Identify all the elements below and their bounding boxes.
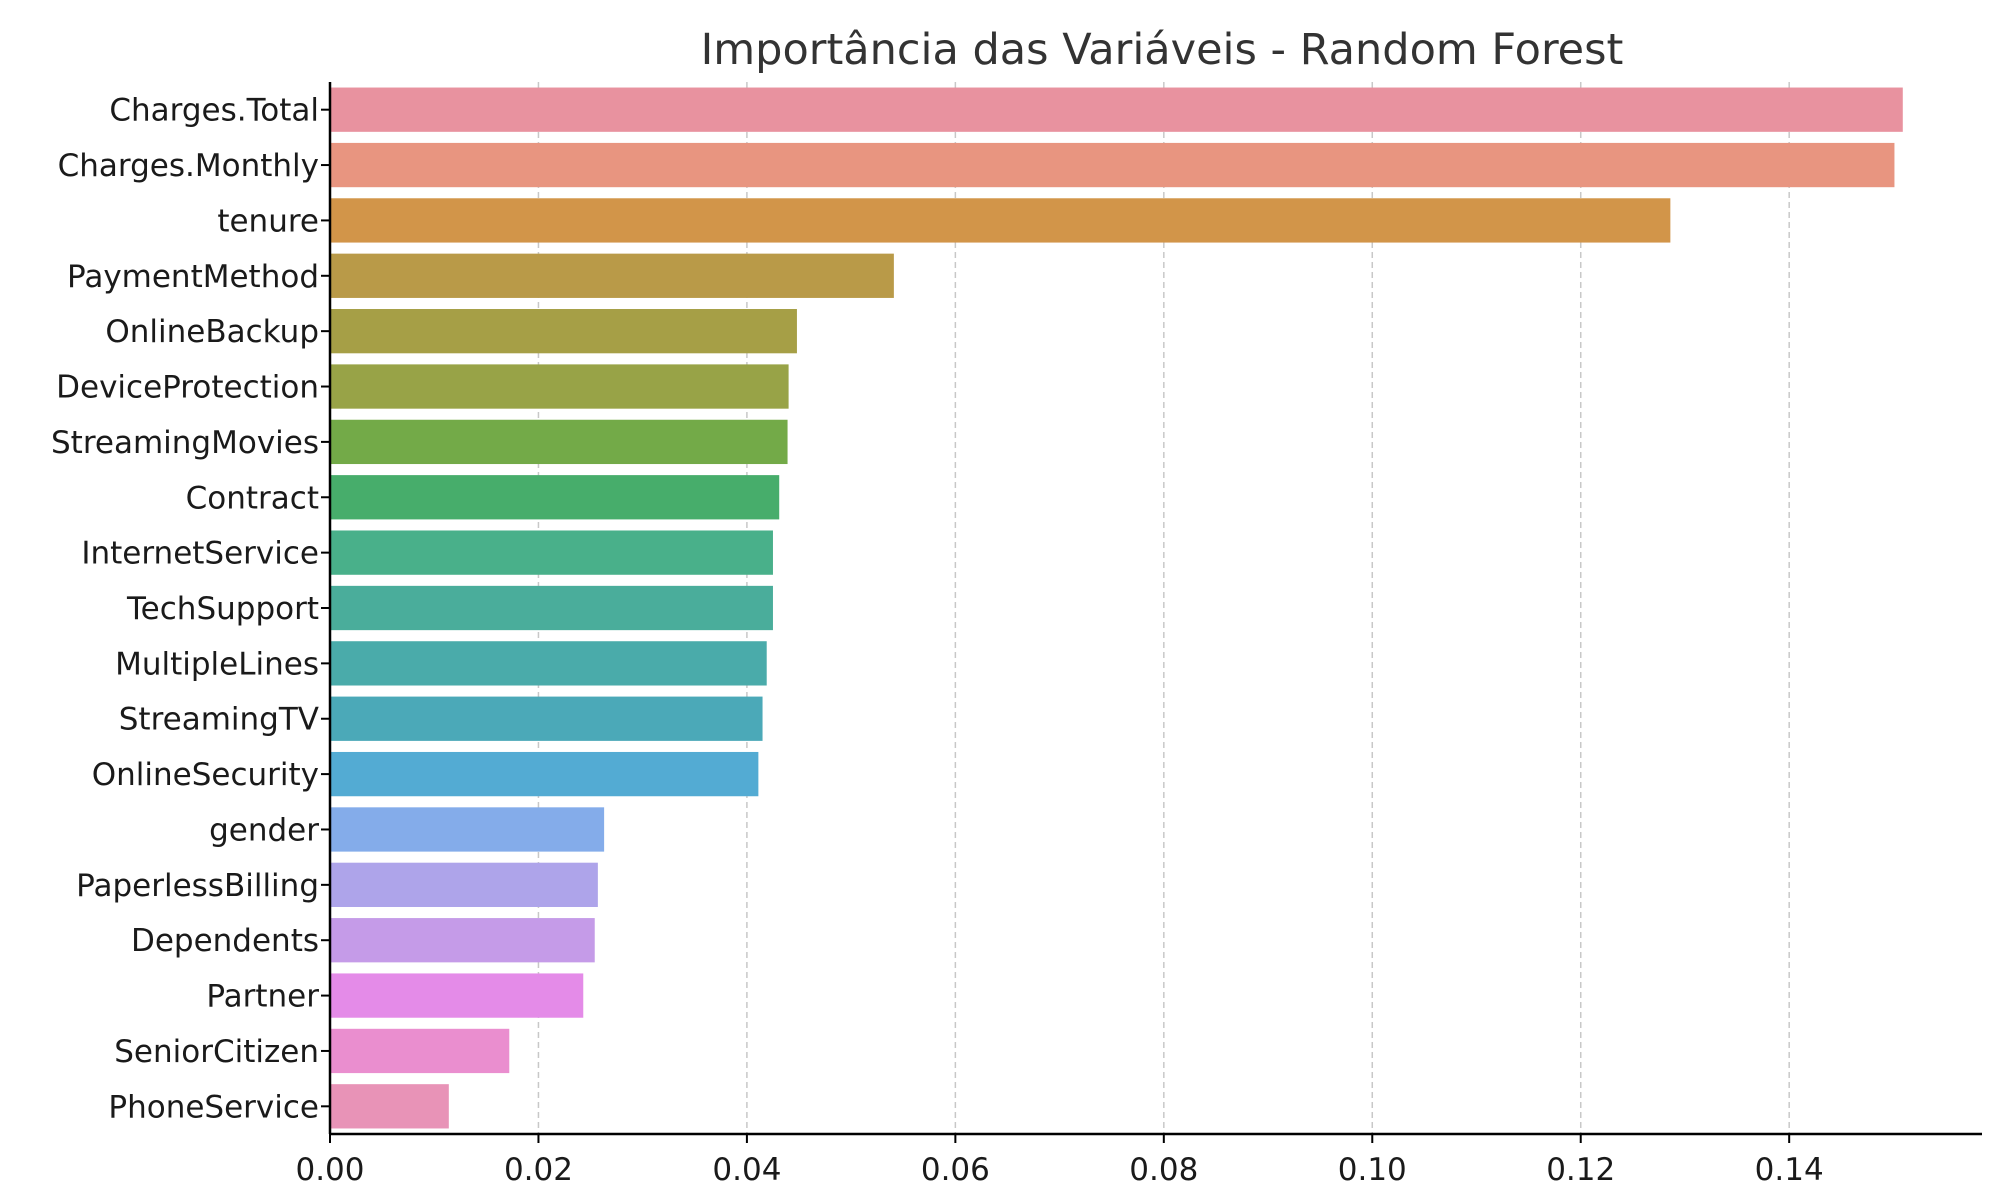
- bar: [330, 142, 1895, 188]
- y-tick-label: StreamingMovies: [51, 425, 319, 461]
- bar: [330, 751, 759, 797]
- x-tick-label: 0.06: [921, 1152, 990, 1188]
- bar: [330, 696, 763, 741]
- chart-title: Importância das Variáveis - Random Fores…: [701, 25, 1624, 75]
- y-tick-label: Charges.Total: [109, 93, 319, 129]
- x-tick-label: 0.02: [504, 1152, 573, 1188]
- bar: [330, 419, 788, 465]
- y-tick-label: StreamingTV: [119, 702, 319, 738]
- x-tick-label: 0.04: [712, 1152, 781, 1188]
- y-tick-label: TechSupport: [126, 591, 319, 627]
- y-tick-label: OnlineSecurity: [92, 757, 319, 793]
- y-tick-label: DeviceProtection: [56, 370, 319, 406]
- y-tick-label: tenure: [217, 203, 319, 239]
- bar: [330, 530, 773, 575]
- bar: [330, 1084, 449, 1129]
- y-tick-label: PaymentMethod: [67, 259, 319, 295]
- x-tick-label: 0.00: [295, 1152, 364, 1188]
- y-tick-label: gender: [209, 812, 319, 848]
- y-tick-labels: Charges.Total Charges.Monthly tenure Paymen…: [51, 93, 330, 1125]
- y-tick-label: PaperlessBilling: [76, 868, 319, 904]
- y-tick-label: Charges.Monthly: [58, 148, 319, 184]
- bar: [330, 862, 598, 907]
- bar: [330, 1028, 510, 1074]
- x-tick-labels: 0.00 0.02 0.04 0.06 0.08 0.10 0.12 0.14: [295, 1134, 1824, 1188]
- bar: [330, 87, 1903, 132]
- x-tick-label: 0.08: [1129, 1152, 1198, 1188]
- bar: [330, 585, 773, 631]
- y-tick-label: OnlineBackup: [105, 314, 319, 350]
- y-tick-label: Dependents: [131, 923, 319, 959]
- y-tick-label: SeniorCitizen: [114, 1034, 319, 1070]
- bar: [330, 253, 894, 298]
- y-tick-label: PhoneService: [108, 1089, 319, 1125]
- bars-layer: [330, 87, 1903, 1129]
- y-tick-label: Partner: [206, 979, 319, 1015]
- y-tick-label: Contract: [186, 480, 319, 516]
- bar: [330, 364, 789, 409]
- bar: [330, 198, 1671, 243]
- x-tick-label: 0.12: [1546, 1152, 1615, 1188]
- bar: [330, 309, 797, 354]
- bar: [330, 475, 780, 520]
- y-tick-label: MultipleLines: [115, 646, 319, 682]
- bar: [330, 807, 605, 852]
- y-tick-label: InternetService: [81, 536, 319, 572]
- bar: [330, 973, 584, 1018]
- bar: [330, 641, 767, 686]
- bar: [330, 918, 595, 963]
- x-tick-label: 0.14: [1755, 1152, 1824, 1188]
- x-tick-label: 0.10: [1338, 1152, 1407, 1188]
